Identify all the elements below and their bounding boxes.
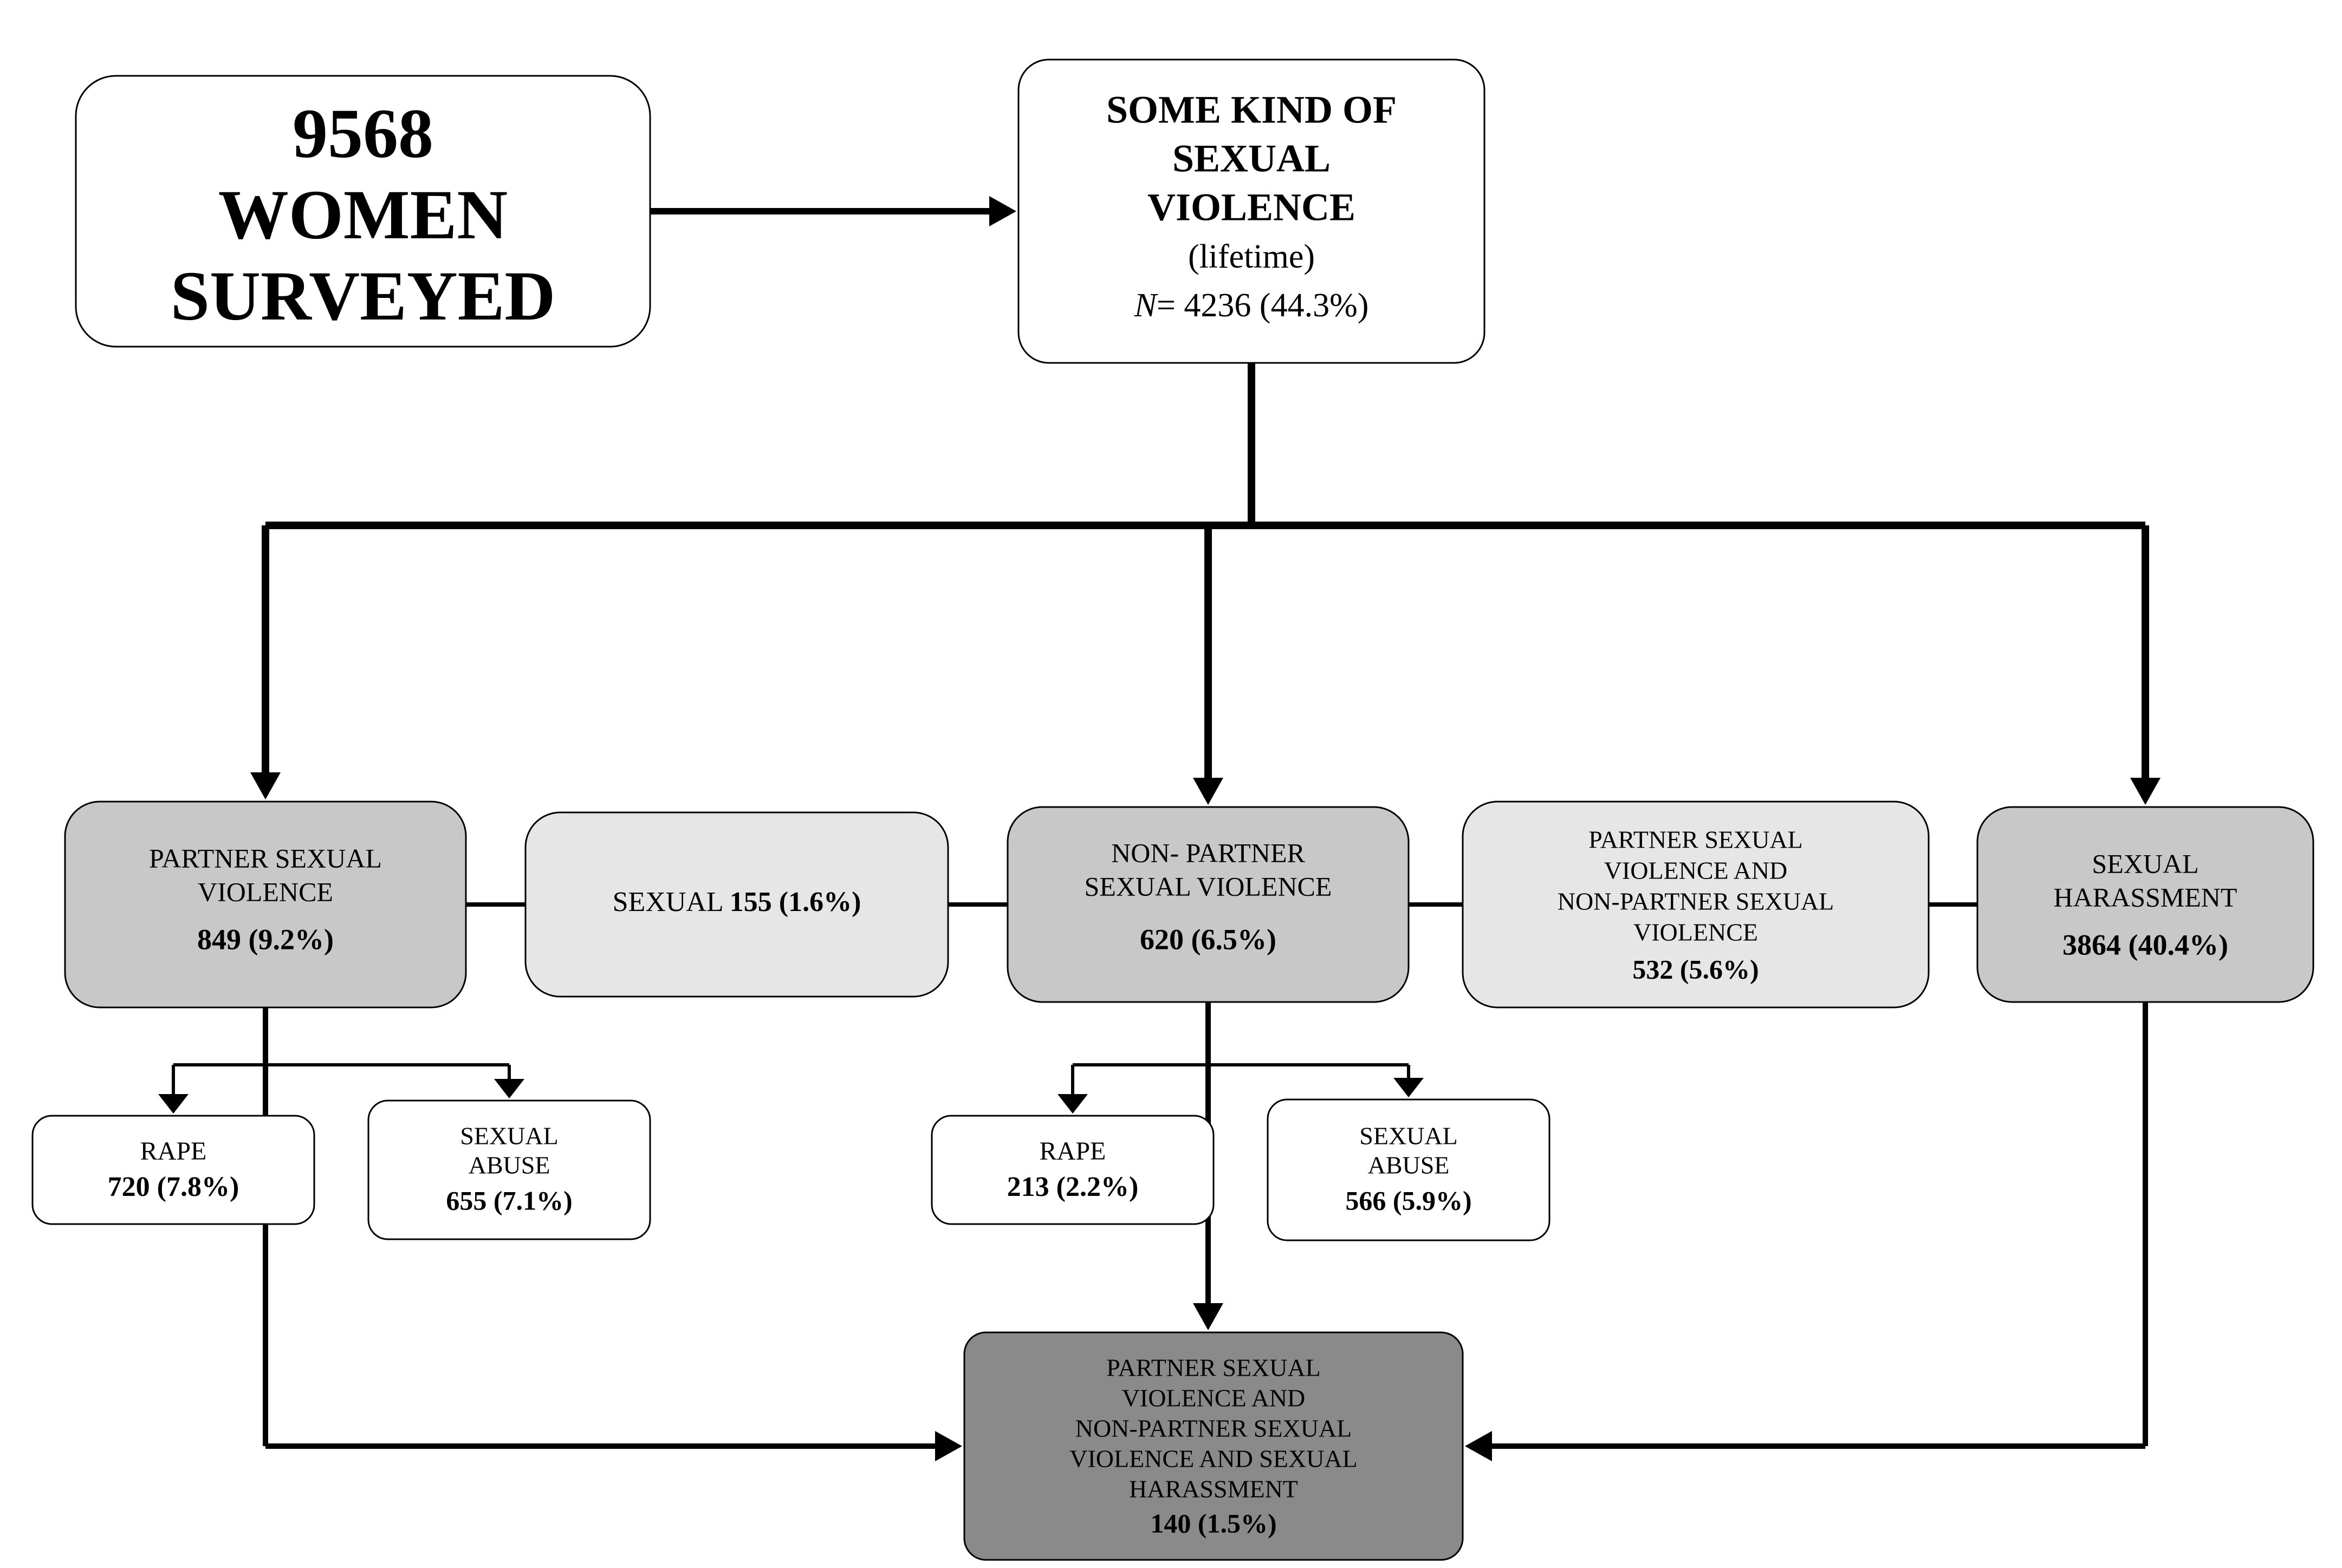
node-text: PARTNER SEXUAL [1588, 826, 1803, 854]
node-text: N= 4236 (44.3%) [1134, 287, 1369, 324]
node-text: 655 (7.1%) [446, 1185, 572, 1215]
node-text: 3864 (40.4%) [2062, 928, 2228, 961]
arrow-head [1193, 778, 1223, 805]
node-all3: PARTNER SEXUALVIOLENCE AND NON-PARTNER SE… [964, 1332, 1463, 1560]
node-text: PARTNER SEXUAL [149, 843, 382, 873]
node-text: SEXUAL [2092, 848, 2198, 879]
node-text: VIOLENCE AND [1122, 1384, 1306, 1412]
node-someSV: SOME KIND OF SEXUAL VIOLENCE (lifetime) N= 4… [1018, 60, 1484, 363]
arrow-head [250, 772, 281, 799]
node-text: 566 (5.9%) [1345, 1185, 1471, 1215]
node-text: RAPE [1040, 1137, 1106, 1166]
node-text: HARASSMENT [1129, 1475, 1298, 1503]
arrow-head [1393, 1078, 1424, 1097]
node-text: SEXUAL [1172, 137, 1331, 180]
arrow-head [158, 1094, 189, 1114]
arrow-head [494, 1079, 524, 1098]
node-text: SEXUAL 155 (1.6%) [613, 887, 861, 918]
node-text: SURVEYED [171, 257, 556, 335]
arrow-head [1465, 1431, 1492, 1461]
node-text: NON-PARTNER SEXUAL [1075, 1415, 1352, 1442]
node-harassment: SEXUALHARASSMENT 3864 (40.4%) [1977, 807, 2313, 1002]
node-text: 849 (9.2%) [197, 923, 334, 955]
arrow-head [1058, 1094, 1088, 1114]
node-text: SEXUAL VIOLENCE [1085, 871, 1332, 901]
node-text: 532 (5.6%) [1632, 954, 1759, 984]
node-text: VIOLENCE [1633, 919, 1758, 946]
node-text: 213 (2.2%) [1007, 1172, 1139, 1202]
arrow-head [935, 1431, 962, 1461]
node-text: VIOLENCE AND SEXUAL [1069, 1445, 1358, 1473]
node-rape1: RAPE 720 (7.8%) [33, 1116, 314, 1224]
node-text: NON- PARTNER [1111, 837, 1305, 868]
node-text: VIOLENCE AND [1604, 857, 1788, 884]
node-text: 720 (7.8%) [108, 1172, 239, 1202]
node-text: SEXUAL [460, 1122, 558, 1150]
node-text: SEXUAL [1359, 1122, 1457, 1150]
node-text: RAPE [140, 1137, 207, 1166]
node-text: SOME KIND OF [1106, 88, 1397, 132]
node-text: VIOLENCE [198, 876, 333, 907]
node-partnerSV: PARTNER SEXUALVIOLENCE 849 (9.2%) [65, 802, 466, 1007]
node-text: HARASSMENT [2054, 882, 2237, 912]
node-text: WOMEN [218, 176, 508, 254]
arrow-head [989, 196, 1016, 226]
node-text: 620 (6.5%) [1140, 923, 1276, 955]
node-text: 9568 [293, 95, 433, 173]
node-surveyed: 9568WOMENSURVEYED [76, 76, 650, 347]
arrow-head [1193, 1303, 1223, 1330]
node-abuse1: SEXUALABUSE 655 (7.1%) [368, 1101, 650, 1239]
arrow-head [2130, 778, 2161, 805]
node-text: (lifetime) [1188, 238, 1315, 275]
node-text: NON-PARTNER SEXUAL [1558, 888, 1834, 915]
node-psvAndNpsv: PARTNER SEXUAL VIOLENCE AND NON-PARTNER SE… [1463, 802, 1929, 1007]
node-abuse2: SEXUALABUSE 566 (5.9%) [1268, 1099, 1549, 1240]
node-text: 140 (1.5%) [1150, 1508, 1276, 1538]
node-nonPartnerSV: NON- PARTNERSEXUAL VIOLENCE 620 (6.5%) [1008, 807, 1409, 1002]
node-text: VIOLENCE [1147, 186, 1355, 229]
node-rape2: RAPE 213 (2.2%) [932, 1116, 1214, 1224]
node-sexualOnly: SEXUAL 155 (1.6%) [526, 812, 948, 997]
node-text: PARTNER SEXUAL [1106, 1354, 1321, 1382]
node-text: ABUSE [469, 1151, 550, 1179]
node-text: ABUSE [1368, 1151, 1450, 1179]
